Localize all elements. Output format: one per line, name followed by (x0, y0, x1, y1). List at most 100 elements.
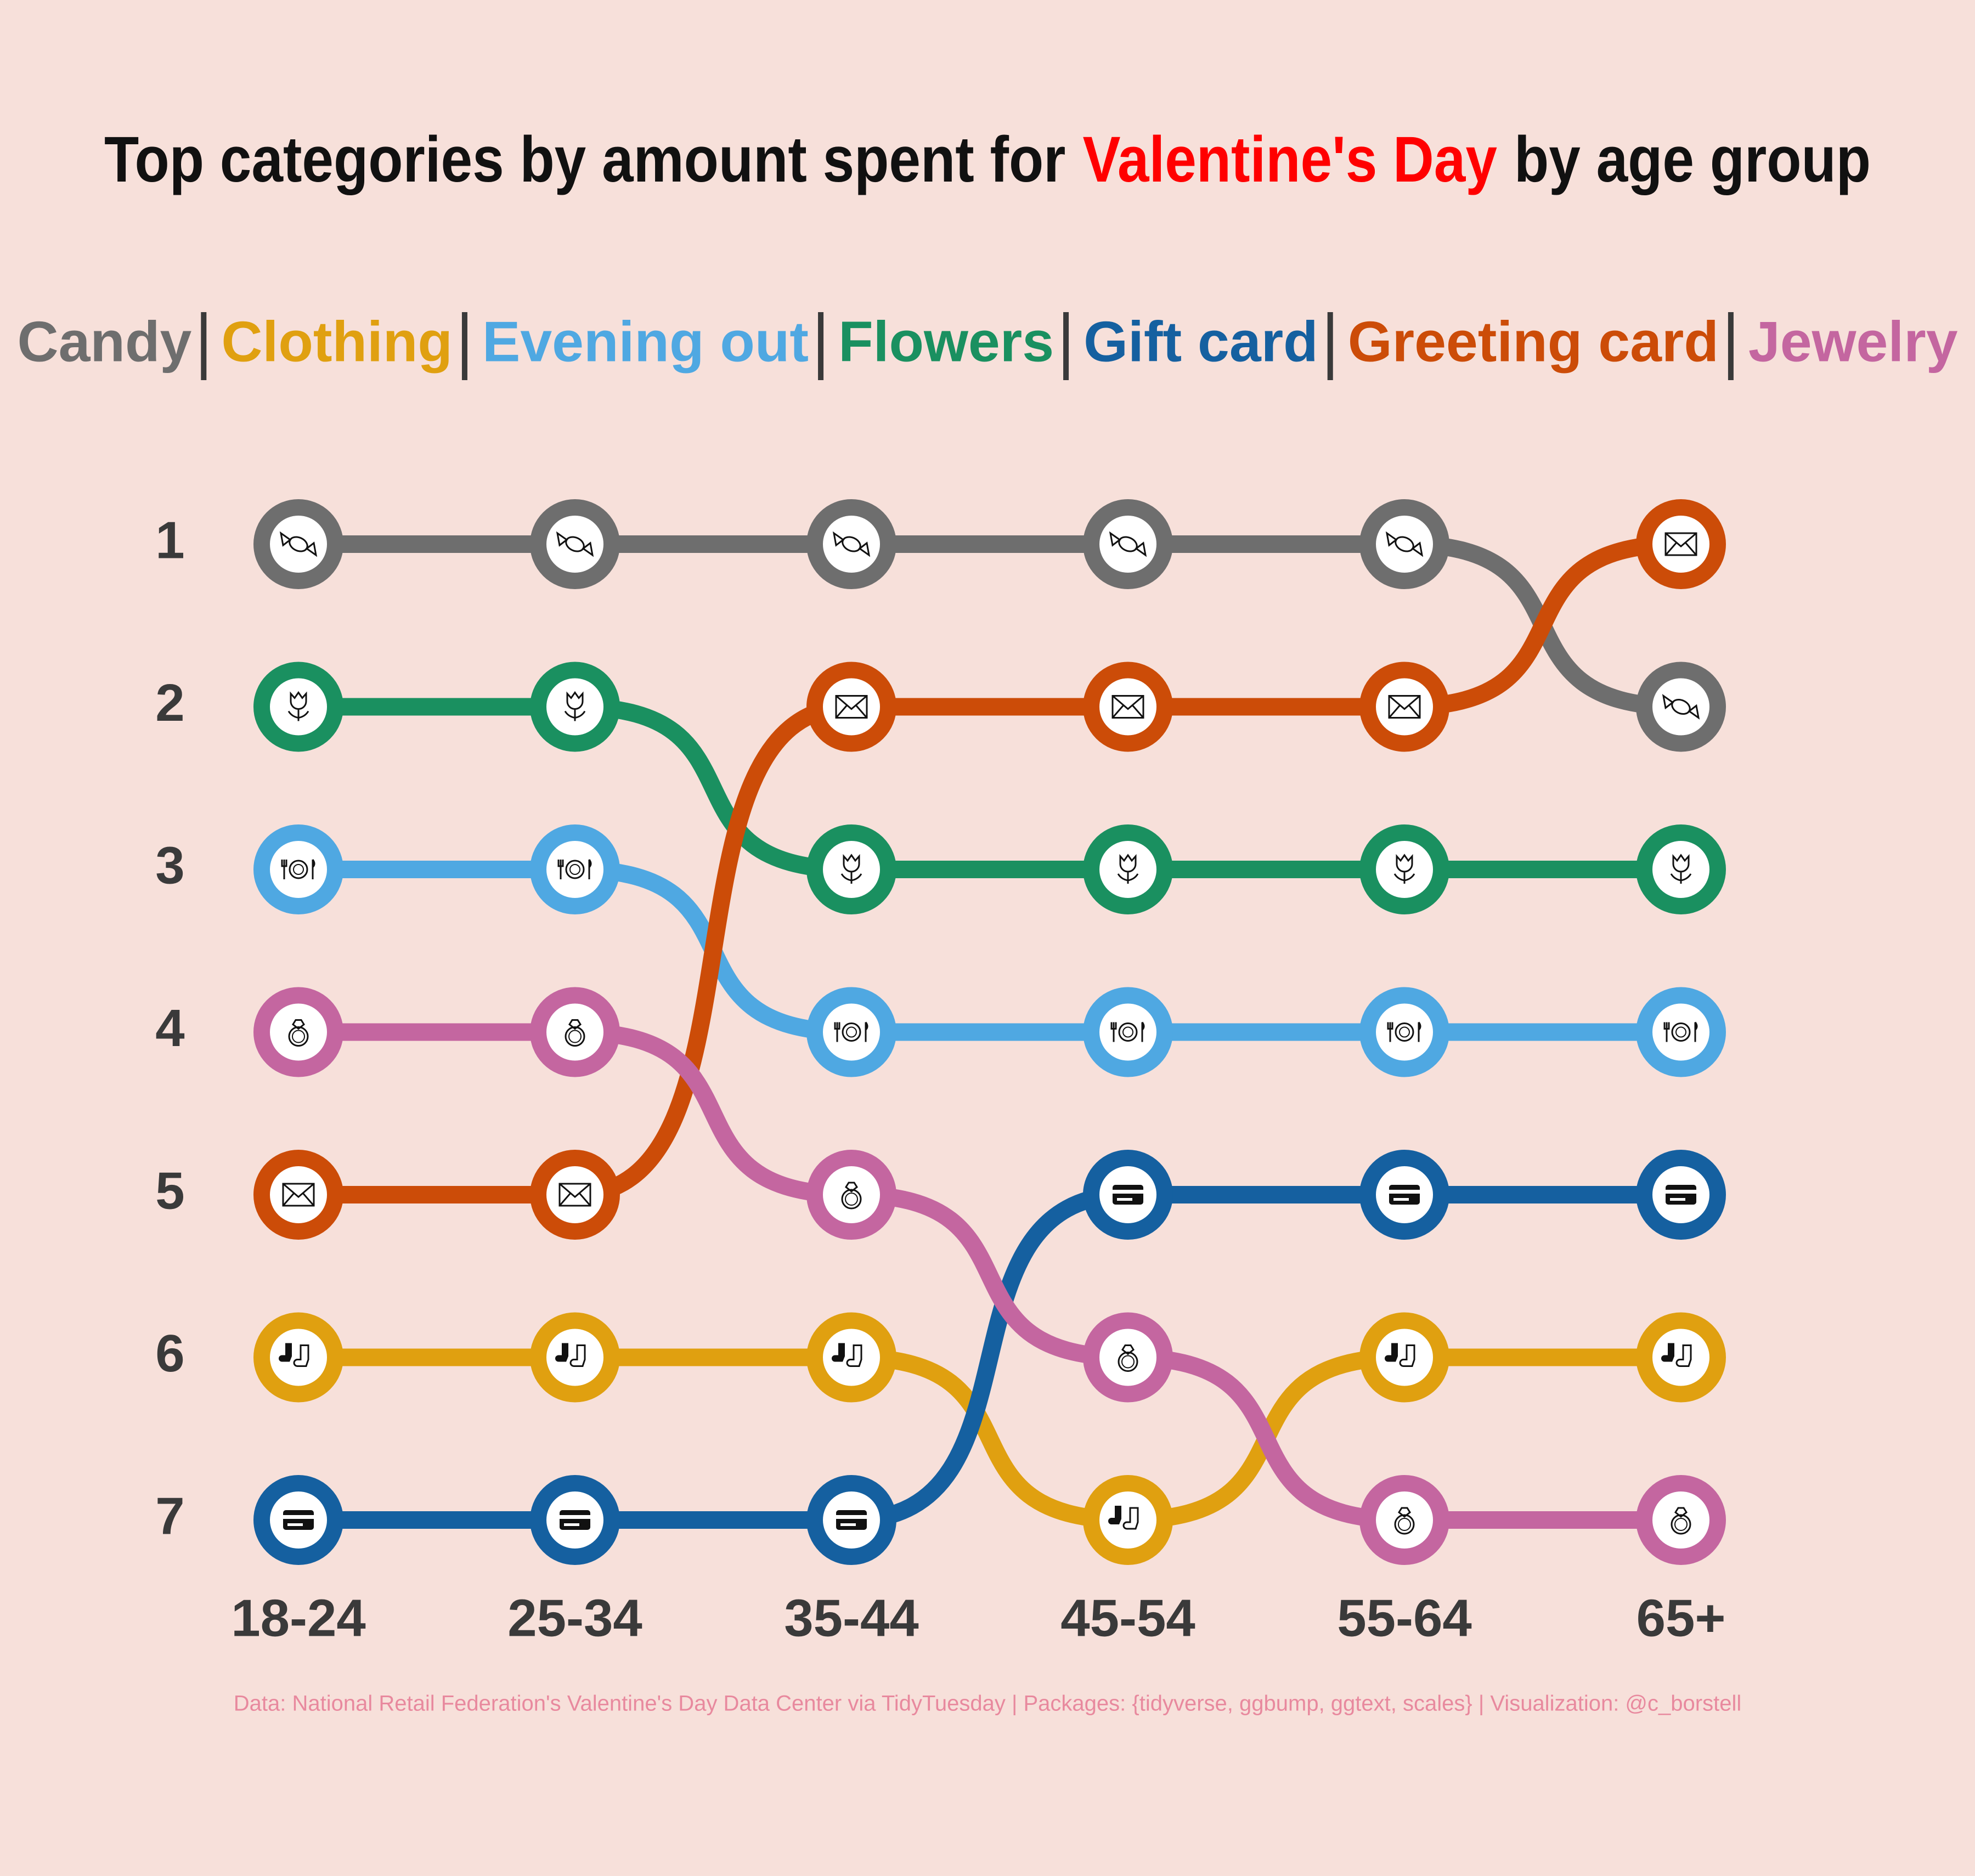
legend-label: Evening out (482, 310, 809, 374)
point (1083, 662, 1173, 752)
icon (282, 1183, 315, 1207)
icon (1122, 1507, 1139, 1530)
icon (1388, 695, 1421, 719)
icon (1110, 1021, 1145, 1042)
y-tick-label: 6 (155, 1324, 184, 1383)
icon (1670, 854, 1692, 884)
icon (835, 695, 868, 719)
bump-line (290, 1348, 1690, 1529)
icon (1394, 1514, 1415, 1535)
icon (555, 1343, 568, 1362)
icon (292, 1019, 305, 1030)
point-ring (1636, 499, 1726, 589)
point-ring (1636, 1312, 1726, 1403)
legend-label: Greeting card (1348, 310, 1719, 374)
icon (1118, 1022, 1138, 1042)
legend-separator (1063, 312, 1069, 380)
icon (564, 1523, 579, 1526)
icon (1121, 1344, 1135, 1355)
point (253, 1475, 343, 1565)
icon (558, 1183, 591, 1206)
point-ring (1083, 1312, 1173, 1403)
legend-label: Clothing (221, 310, 453, 374)
icon (568, 1019, 582, 1030)
icon (1398, 1518, 1411, 1531)
icon (1663, 1021, 1698, 1042)
point (1636, 987, 1726, 1077)
point (806, 1150, 896, 1240)
point-ring (1083, 499, 1173, 589)
icon (835, 695, 868, 719)
point-ring (806, 824, 896, 914)
icon (846, 1344, 862, 1367)
y-tick-label: 2 (155, 674, 184, 732)
icon (557, 859, 592, 879)
icon (293, 1344, 309, 1367)
point (530, 824, 620, 914)
point (806, 1312, 896, 1403)
icon (1674, 1507, 1688, 1518)
point-ring (530, 1150, 620, 1240)
icon (840, 854, 862, 884)
icon (1121, 1355, 1135, 1369)
icon (1675, 1026, 1686, 1038)
chart-title: Top categories by amount spent forValent… (104, 123, 1871, 196)
legend: Candy Clothing Evening out Flowers Gift card… (17, 310, 1958, 380)
icon (1671, 1022, 1691, 1042)
point (806, 499, 896, 589)
icon (841, 1189, 862, 1210)
icon (1675, 1344, 1692, 1367)
icon (1109, 531, 1147, 557)
icon (569, 1344, 586, 1367)
icon (565, 860, 585, 879)
point (1083, 499, 1173, 589)
icon (1664, 532, 1697, 556)
point-ring (530, 824, 620, 914)
icon (565, 1026, 585, 1047)
points (253, 499, 1726, 1565)
point-ring (1359, 499, 1449, 589)
icon (846, 1026, 857, 1038)
icon (1398, 1507, 1411, 1518)
point (530, 499, 620, 589)
point (1083, 1150, 1173, 1240)
x-tick-label: 65+ (1637, 1589, 1726, 1647)
point (1359, 1150, 1449, 1240)
x-tick-label: 45-54 (1060, 1589, 1195, 1647)
point-ring (1636, 824, 1726, 914)
x-tick-label: 18-24 (231, 1589, 366, 1647)
point (1359, 662, 1449, 752)
icon (1666, 1190, 1696, 1194)
point (530, 1150, 620, 1240)
icon (287, 1523, 303, 1526)
icon (1399, 1344, 1415, 1367)
icon (1108, 1506, 1121, 1524)
icon (289, 860, 308, 879)
x-tick-label: 55-64 (1337, 1589, 1472, 1647)
point (1636, 1150, 1726, 1240)
point-ring (1359, 1312, 1449, 1403)
point (253, 824, 343, 914)
caption: Data: National Retail Federation's Valen… (234, 1692, 1741, 1716)
icon (281, 859, 315, 879)
point-ring (253, 662, 343, 752)
icon (1664, 532, 1697, 556)
point (1359, 1475, 1449, 1565)
icon (832, 1343, 845, 1362)
point (1083, 987, 1173, 1077)
point-ring (530, 987, 620, 1077)
point (1083, 824, 1173, 914)
point-ring (1083, 1475, 1173, 1565)
icon (1388, 695, 1421, 719)
bump-line (290, 1023, 1690, 1529)
title-highlight: Valentine's Day (1083, 123, 1497, 196)
icon (1111, 695, 1144, 719)
icon (1662, 694, 1700, 720)
point (530, 987, 620, 1077)
icon (569, 864, 580, 875)
point (253, 662, 343, 752)
icon (560, 1510, 590, 1530)
point-ring (530, 499, 620, 589)
icon (1113, 1185, 1143, 1205)
